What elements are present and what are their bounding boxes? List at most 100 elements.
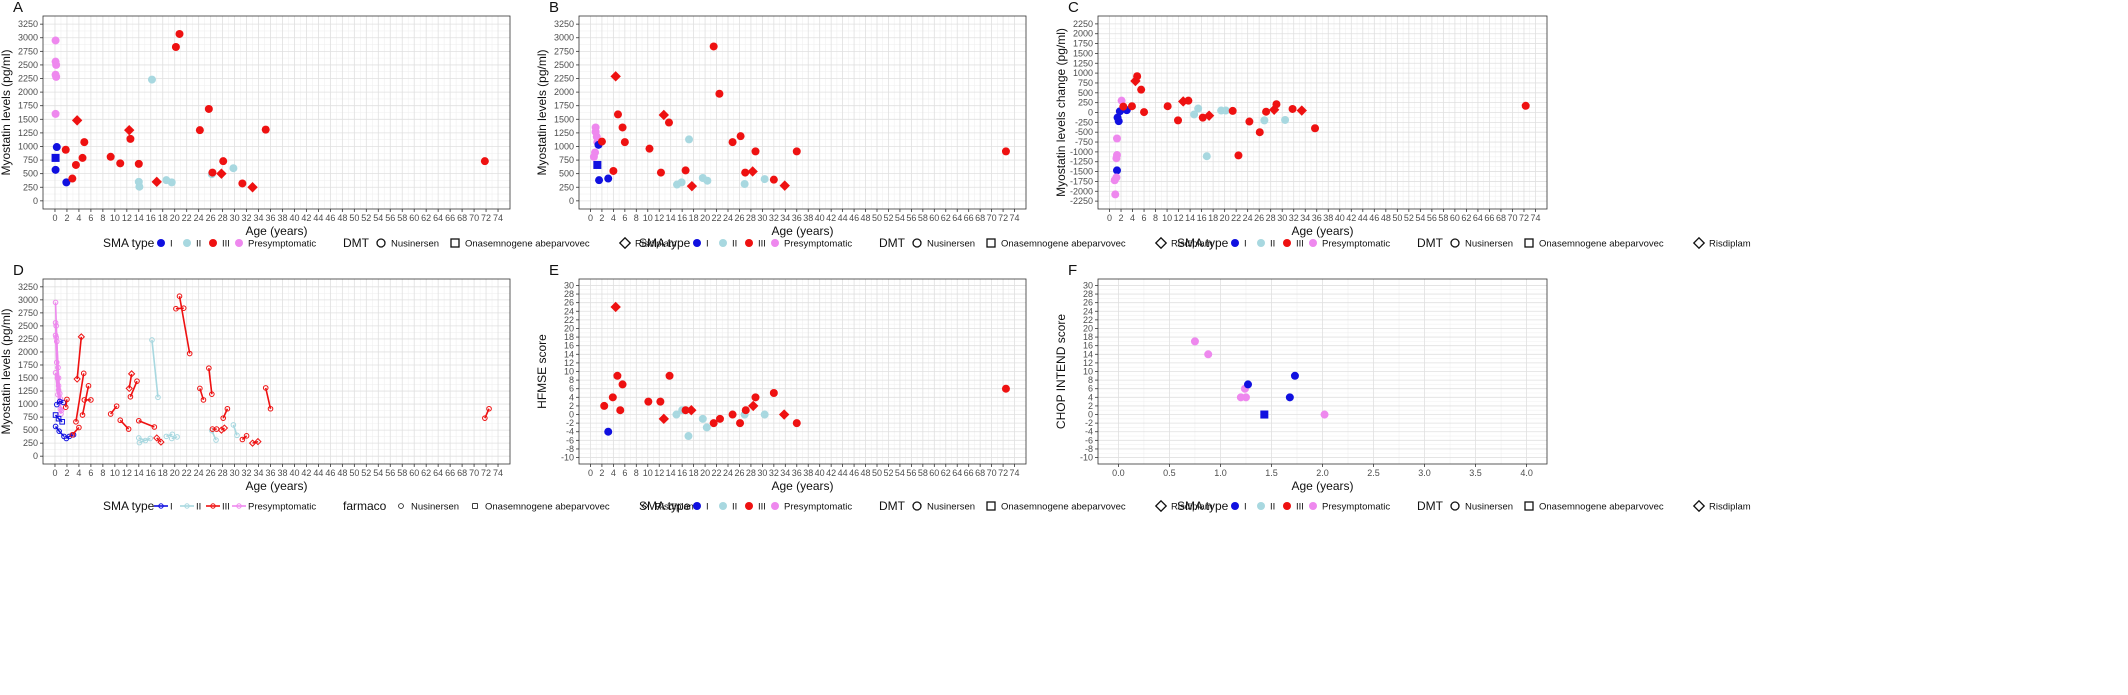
legend-key-point: [745, 239, 753, 247]
data-point: [1311, 124, 1320, 133]
data-point: [480, 157, 489, 166]
y-tick-label: 24: [564, 306, 574, 316]
x-tick-label: 38: [803, 213, 813, 223]
x-tick-label: 58: [918, 213, 928, 223]
x-tick-label: 40: [1335, 213, 1345, 223]
y-tick-label: 26: [1083, 298, 1093, 308]
x-axis-title: Age (years): [245, 224, 307, 238]
x-tick-label: 74: [1010, 213, 1020, 223]
panel-A: 0 2 4 6 8 10 12 14 16 18 20 22 24 26 28 30 32 34 36 38 40 42 4…: [0, 0, 677, 250]
x-tick-label: 52: [361, 468, 371, 478]
data-point: [1140, 108, 1149, 117]
y-tick-label: 10: [1083, 367, 1093, 377]
data-point: [792, 147, 801, 156]
x-tick-label: 64: [1473, 213, 1483, 223]
y-tick-label: 0: [569, 410, 574, 420]
data-point: [149, 337, 155, 343]
y-axis-title: Myostatin levels (pg/ml): [0, 308, 13, 434]
legend: SMA type I II III Presymptomatic DMT Nusinerse…: [639, 236, 1213, 250]
x-tick-label: 12: [122, 213, 132, 223]
y-tick-label: 2000: [18, 347, 38, 357]
x-tick-label: 36: [792, 468, 802, 478]
data-point: [197, 385, 203, 392]
x-tick-label: 30: [230, 213, 240, 223]
legend-dmt-item: Risdiplam: [635, 239, 677, 250]
x-tick-label: 28: [218, 468, 228, 478]
y-tick-label: 500: [559, 169, 574, 179]
legend-farmaco-title: farmaco: [343, 499, 387, 513]
legend: SMA type I II III Presymptomatic DMT Nusinerse…: [639, 499, 1213, 513]
x-tick-label: 40: [815, 213, 825, 223]
data-point: [608, 393, 617, 402]
x-tick-label: 26: [734, 213, 744, 223]
x-tick-label: 0.5: [1163, 468, 1176, 478]
legend-key-point: [184, 503, 190, 509]
x-tick-label: 34: [780, 468, 790, 478]
y-tick-label: 3000: [554, 33, 574, 43]
data-point: [73, 375, 81, 383]
y-axis-title: Myostatin levels (pg/ml): [535, 49, 549, 175]
legend-sma-presymptomatic: Presymptomatic: [784, 239, 852, 250]
legend-dmt-key: [1450, 501, 1460, 511]
x-tick-label: 36: [792, 213, 802, 223]
data-point: [163, 433, 170, 440]
legend-dmt-item: Onasemnogene abeparvovec: [465, 239, 590, 250]
y-tick-label: 500: [1078, 88, 1093, 98]
data-point: [248, 439, 257, 447]
y-tick-label: -6: [566, 435, 574, 445]
data-point: [1296, 105, 1307, 116]
legend-dmt-item: Nusinersen: [927, 502, 975, 513]
data-point: [740, 179, 749, 188]
x-axis-title: Age (years): [1291, 479, 1353, 493]
data-point: [1204, 350, 1213, 359]
x-tick-label: 16: [146, 468, 156, 478]
legend-dmt-item: Onasemnogene abeparvovec: [1539, 502, 1664, 513]
x-tick-label: 56: [385, 468, 395, 478]
x-tick-label: 16: [1197, 213, 1207, 223]
x-tick-label: 58: [918, 468, 928, 478]
x-tick-label: 4.0: [1520, 468, 1533, 478]
x-tick-label: 52: [1404, 213, 1414, 223]
data-point: [88, 397, 94, 403]
data-point: [186, 350, 193, 357]
data-point: [151, 424, 158, 430]
data-point: [1001, 147, 1010, 156]
y-tick-label: 3250: [18, 282, 38, 292]
x-tick-label: 16: [146, 213, 156, 223]
x-tick-label: 66: [445, 468, 455, 478]
x-tick-label: 58: [397, 213, 407, 223]
data-point: [1127, 102, 1136, 111]
major-grid: [1098, 16, 1547, 209]
y-tick-label: 1500: [1073, 48, 1093, 58]
data-point: [1112, 166, 1121, 175]
x-tick-label: 20: [1220, 213, 1230, 223]
x-tick-label: 20: [700, 213, 710, 223]
y-tick-label: 22: [1083, 315, 1093, 325]
data-point: [71, 115, 83, 126]
y-tick-label: 0: [569, 196, 574, 206]
data-point: [1285, 393, 1294, 402]
panel-label: E: [549, 262, 559, 279]
data-point: [741, 406, 750, 415]
data-point: [600, 401, 609, 410]
data-point: [254, 437, 262, 446]
data-point: [224, 405, 231, 412]
data-point: [604, 427, 613, 436]
data-point: [79, 412, 86, 418]
x-tick-label: 64: [952, 213, 962, 223]
x-tick-label: 22: [712, 213, 722, 223]
data-point: [81, 397, 88, 403]
legend-sma-presymptomatic: Presymptomatic: [248, 239, 316, 250]
x-tick-label: 10: [110, 468, 120, 478]
x-tick-label: 58: [397, 468, 407, 478]
y-tick-label: -4: [1085, 427, 1093, 437]
data-point: [53, 323, 59, 329]
data-point: [73, 418, 79, 425]
x-tick-label: 66: [964, 468, 974, 478]
legend-sma-i: I: [1244, 502, 1247, 513]
x-tick-label: 32: [242, 213, 252, 223]
major-grid: [579, 16, 1026, 209]
y-tick-label: 30: [1083, 280, 1093, 290]
data-point: [153, 434, 161, 442]
